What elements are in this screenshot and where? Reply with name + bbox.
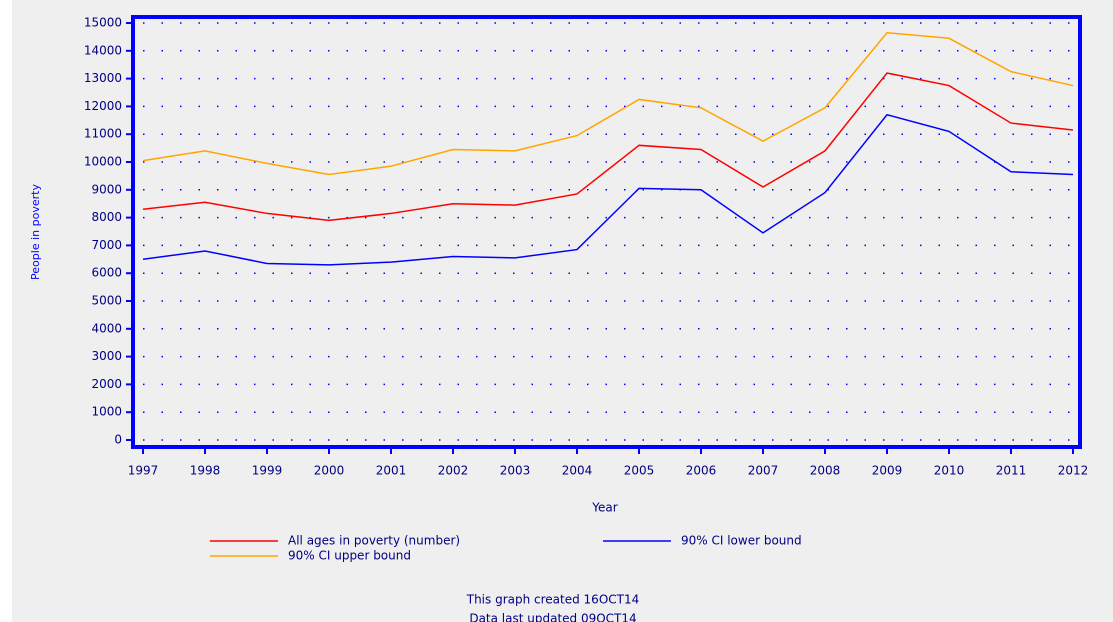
y-tick-label: 9000 — [91, 182, 122, 196]
legend-label: 90% CI upper bound — [288, 549, 411, 563]
plot-border — [131, 15, 1082, 449]
legend-label: All ages in poverty (number) — [288, 534, 460, 548]
series-line — [142, 113, 1074, 266]
y-tick-label: 7000 — [91, 238, 122, 252]
x-tick-label: 1997 — [128, 464, 159, 478]
y-tick-label: 8000 — [91, 210, 122, 224]
annotation: This graph created 16OCT14 — [466, 593, 640, 607]
y-tick-label: 1000 — [91, 405, 122, 419]
x-tick-label: 2008 — [810, 464, 841, 478]
y-axis-label: People in poverty — [29, 184, 42, 280]
x-tick-label: 2001 — [376, 464, 407, 478]
x-axis-label: Year — [591, 501, 617, 515]
x-tick-label: 1999 — [252, 464, 283, 478]
x-tick-label: 2012 — [1058, 464, 1089, 478]
legend-label: 90% CI lower bound — [681, 534, 802, 548]
y-tick-label: 12000 — [84, 99, 122, 113]
background — [12, 0, 1113, 622]
y-tick-label: 10000 — [84, 155, 122, 169]
x-tick-label: 2006 — [686, 464, 717, 478]
y-tick-label: 13000 — [84, 71, 122, 85]
y-tick-label: 3000 — [91, 349, 122, 363]
x-tick-label: 2007 — [748, 464, 779, 478]
x-tick-label: 2009 — [872, 464, 903, 478]
series-line — [142, 72, 1074, 222]
x-tick-label: 2010 — [934, 464, 965, 478]
y-tick-label: 11000 — [84, 127, 122, 141]
x-tick-label: 2005 — [624, 464, 655, 478]
y-tick-label: 5000 — [91, 294, 122, 308]
annotation: Data last updated 09OCT14 — [469, 612, 636, 622]
series-line — [142, 31, 1074, 176]
y-tick-label: 15000 — [84, 16, 122, 30]
y-tick-label: 2000 — [91, 377, 122, 391]
y-tick-label: 4000 — [91, 321, 122, 335]
y-tick-label: 14000 — [84, 43, 122, 57]
x-tick-label: 2000 — [314, 464, 345, 478]
x-tick-label: 2011 — [996, 464, 1027, 478]
y-tick-label: 6000 — [91, 266, 122, 280]
x-tick-label: 2003 — [500, 464, 531, 478]
x-tick-label: 1998 — [190, 464, 221, 478]
x-tick-label: 2004 — [562, 464, 593, 478]
y-tick-label: 0 — [114, 433, 122, 447]
x-tick-label: 2002 — [438, 464, 469, 478]
